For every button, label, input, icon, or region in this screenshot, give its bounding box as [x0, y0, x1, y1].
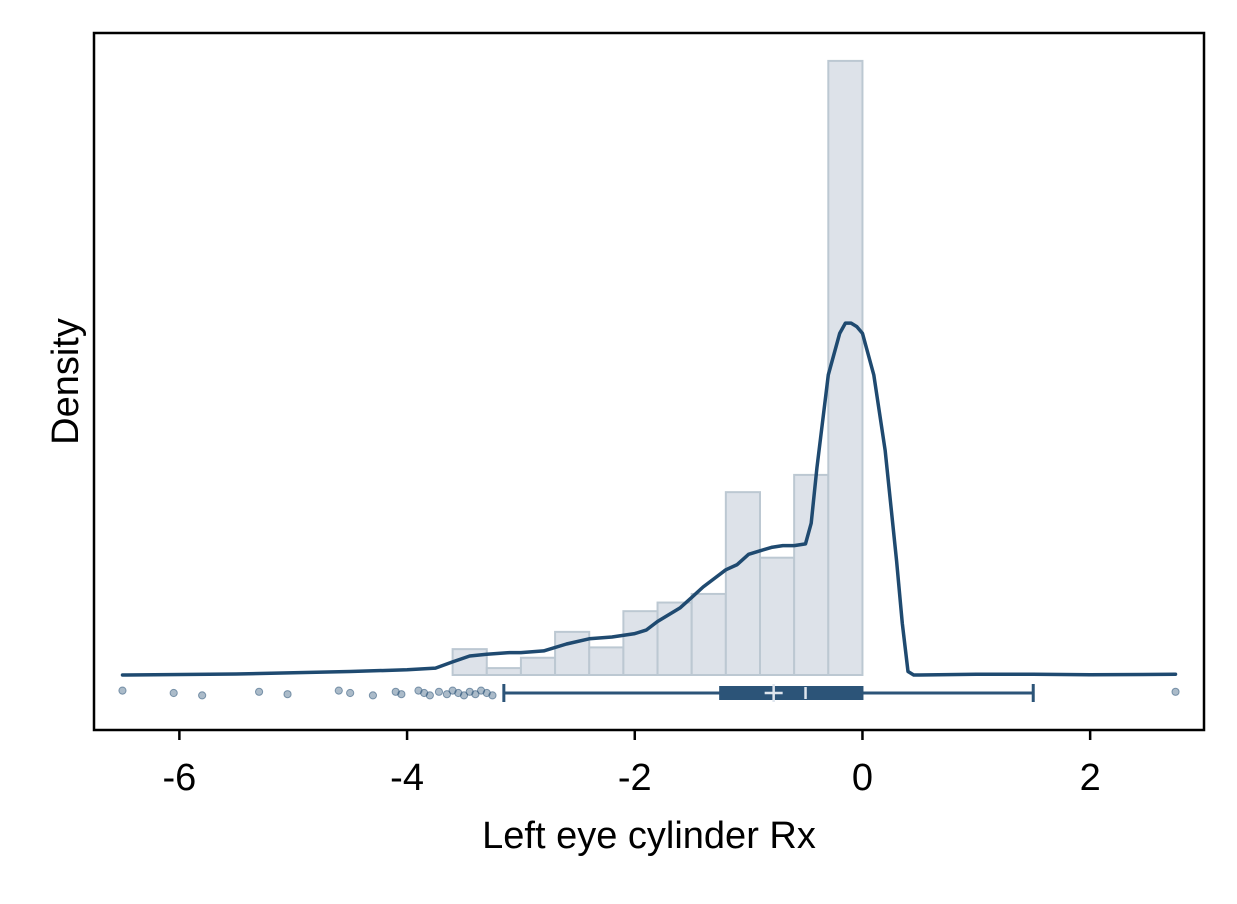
outlier-point	[334, 686, 343, 695]
histogram-bar	[622, 610, 659, 676]
outlier-point	[254, 687, 264, 696]
outlier-point	[471, 690, 480, 699]
y-axis-title: Density	[45, 318, 87, 445]
interquartile-box	[719, 686, 864, 700]
plot-frame	[92, 31, 1206, 732]
x-tick-label: -6	[162, 757, 196, 799]
outlier-point	[368, 691, 378, 700]
density-line	[120, 321, 1178, 677]
histogram-bar	[759, 556, 796, 677]
density-curve	[120, 321, 1178, 677]
outlier-point	[118, 686, 127, 695]
outlier-point	[283, 690, 292, 699]
outlier-point	[459, 691, 469, 700]
histogram-bar	[588, 646, 625, 677]
x-tick-label: 0	[852, 757, 873, 799]
histogram-bar	[485, 667, 522, 676]
outlier-point	[1171, 687, 1180, 696]
x-axis: -6 -4 -2 0 2	[162, 730, 1101, 799]
histogram-bar	[690, 592, 727, 676]
histogram-bars	[451, 59, 864, 677]
box-plot	[502, 684, 1035, 702]
x-tick-label: -2	[618, 757, 652, 799]
histogram-bar	[724, 491, 761, 676]
outlier-point	[397, 690, 406, 699]
x-axis-title: Left eye cylinder Rx	[482, 815, 816, 857]
x-tick-label: -4	[390, 757, 424, 799]
outlier-point	[442, 690, 452, 699]
histogram-bar	[519, 656, 557, 676]
histogram-bar	[451, 648, 488, 676]
outlier-points	[118, 686, 1180, 700]
outlier-point	[434, 687, 444, 696]
outlier-point	[198, 691, 207, 700]
outlier-point	[425, 691, 434, 700]
histogram-bar	[656, 601, 693, 676]
outlier-point	[169, 688, 178, 698]
x-tick-label: 2	[1080, 757, 1101, 799]
histogram-bar	[793, 473, 830, 676]
histogram-bar	[827, 59, 864, 676]
outlier-point	[488, 691, 497, 700]
outlier-point	[346, 688, 355, 698]
